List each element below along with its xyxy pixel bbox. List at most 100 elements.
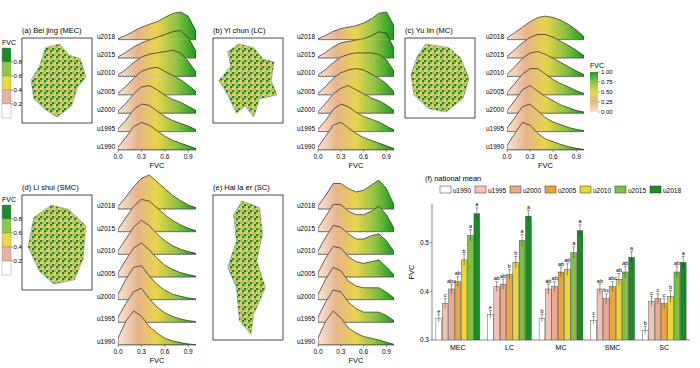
bar — [577, 231, 583, 340]
x-tick-label: 0.0 — [113, 348, 122, 355]
y-tick — [430, 291, 432, 292]
significance-letter: a — [572, 240, 576, 246]
significance-letter: abc — [608, 275, 617, 281]
bar — [649, 301, 655, 340]
bar — [661, 304, 667, 340]
error-bar — [553, 282, 556, 292]
x-tick — [363, 150, 364, 152]
bar — [655, 299, 661, 340]
legend-label: u1990 — [453, 187, 471, 194]
ridges — [318, 180, 394, 345]
significance-letter: ab — [500, 273, 506, 279]
error-bar — [611, 282, 614, 292]
ridge-baseline — [118, 113, 196, 114]
error-bar — [456, 277, 459, 287]
row-label: u2000 — [486, 106, 504, 113]
ridges — [118, 12, 196, 150]
x-tick — [164, 150, 165, 152]
colorbar-tick — [598, 82, 600, 83]
x-tick — [164, 345, 165, 347]
ridge-panel: (c) Yu lin (MC)u2018u2015u2010u2005u2000… — [405, 16, 584, 170]
colorbar-tick — [598, 102, 600, 103]
ridge-baseline — [118, 39, 196, 40]
y-axis — [432, 204, 433, 340]
ridge — [118, 243, 196, 277]
colorbar-tick — [598, 72, 600, 73]
x-tick — [318, 150, 319, 152]
ridges — [507, 16, 584, 150]
significance-letter: a — [475, 201, 479, 207]
map-legend-label: 0.6 — [14, 230, 23, 236]
x-tick — [553, 150, 554, 152]
map — [31, 44, 86, 117]
bar — [610, 287, 616, 340]
legend-swatch — [615, 186, 626, 193]
significance-letter: ab — [674, 260, 680, 266]
bar-panel: (f) national meanu1990u1995u2000u2005u20… — [407, 174, 690, 351]
error-bar — [521, 235, 524, 247]
error-bar — [450, 284, 453, 294]
chart-title: (f) national mean — [425, 174, 481, 183]
significance-letter: ab — [552, 275, 558, 281]
map-legend-title: FVC — [2, 196, 16, 203]
row-label: u1995 — [297, 315, 315, 322]
ridge — [507, 52, 584, 77]
error-bar — [675, 266, 678, 278]
x-axis-label: FVC — [538, 161, 554, 170]
map-legend-label: 0.6 — [14, 73, 23, 79]
map-legend-cell — [2, 233, 11, 247]
significance-letter: c — [650, 290, 653, 296]
x-tick — [318, 345, 319, 347]
ridge-baseline — [118, 231, 196, 232]
significance-letter: ab — [616, 267, 622, 273]
significance-letter: b — [669, 284, 672, 290]
y-tick — [430, 340, 432, 341]
x-tick-label: MC — [556, 344, 567, 351]
bar — [449, 289, 455, 340]
map-legend-cell — [2, 219, 11, 233]
bar — [526, 216, 532, 340]
panel-title: (a) Bei jing (MEC) — [22, 26, 82, 35]
error-bar — [444, 299, 447, 309]
x-axis — [118, 150, 196, 151]
ridge-baseline — [507, 94, 584, 95]
map-legend-label: 0.8 — [14, 216, 23, 222]
bar — [474, 214, 480, 340]
x-tick-label: 0.3 — [137, 348, 146, 355]
error-bar — [508, 270, 511, 280]
error-bar — [527, 210, 530, 222]
bar — [500, 284, 506, 340]
ridge — [507, 122, 584, 150]
ridge-baseline — [118, 76, 196, 77]
figure: (a) Bei jing (MEC)u2018u2015u2010u2005u2… — [0, 0, 700, 368]
legend-swatch — [475, 186, 486, 193]
ridge-panel: (b) Yi chun (LC)u2018u2015u2010u2005u200… — [213, 12, 394, 170]
error-bar — [644, 326, 647, 334]
x-tick — [576, 150, 577, 152]
ridge — [118, 104, 196, 132]
ridge-baseline — [118, 150, 196, 151]
ridge-panel: (a) Bei jing (MEC)u2018u2015u2010u2005u2… — [22, 12, 196, 170]
significance-letter: ab — [558, 261, 564, 267]
x-axis-label: FVC — [150, 161, 166, 170]
significance-letter: a — [578, 218, 582, 224]
ridge-baseline — [318, 345, 394, 346]
colorbar-label: 0.25 — [601, 99, 613, 105]
bar — [513, 262, 519, 340]
map-frame — [213, 195, 283, 340]
colorbar-label: 0.00 — [601, 109, 613, 115]
map-legend-cell — [2, 247, 11, 261]
error-bar — [617, 273, 620, 285]
significance-letter: c — [656, 287, 659, 293]
ridge-baseline — [118, 254, 196, 255]
significance-letter: ab — [494, 275, 500, 281]
map-legend: FVC0.80.60.40.2 — [2, 196, 23, 275]
colorbar-bar — [590, 72, 598, 112]
bar — [564, 270, 570, 340]
map-legend-cell — [2, 90, 11, 104]
ridge — [507, 69, 584, 95]
ridge — [318, 122, 394, 150]
ridge-baseline — [318, 254, 394, 255]
significance-letter: a — [521, 228, 525, 234]
significance-letter: ab — [622, 260, 628, 266]
